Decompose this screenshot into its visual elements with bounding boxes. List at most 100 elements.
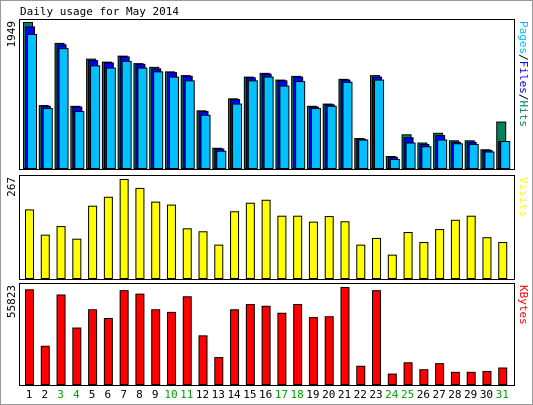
pages-bar xyxy=(121,60,132,169)
legend-entry: Hits xyxy=(517,101,530,128)
day-tick-label: 7 xyxy=(120,388,127,401)
day-tick-label: 2 xyxy=(41,388,48,401)
visits-bar xyxy=(25,209,34,279)
day-tick-label: 31 xyxy=(496,388,509,401)
kbytes-bar xyxy=(482,370,492,386)
kbytes-bar xyxy=(135,293,145,385)
visits-bar xyxy=(182,228,192,279)
visits-bar xyxy=(387,254,397,279)
kbytes-bar xyxy=(40,345,50,386)
kbytes-bar xyxy=(356,365,366,385)
pages-bar xyxy=(184,80,195,169)
pages-bar xyxy=(247,80,258,169)
legend-kbytes: KBytes xyxy=(517,285,530,325)
day-tick-label: 15 xyxy=(243,388,256,401)
kbytes-bar xyxy=(293,304,303,385)
kbytes-bar xyxy=(261,305,271,385)
kbytes-bar xyxy=(419,369,429,385)
pages-bar xyxy=(27,33,37,170)
kbytes-bar xyxy=(450,371,460,385)
day-tick-label: 28 xyxy=(448,388,461,401)
visits-bar xyxy=(277,215,287,280)
kbytes-bar xyxy=(308,317,318,385)
visits-bar xyxy=(435,229,445,280)
visits-bar xyxy=(466,215,476,280)
pages-bar xyxy=(58,48,69,169)
kbytes-bar xyxy=(466,371,476,385)
pages-bar xyxy=(279,85,290,169)
visits-bar xyxy=(103,196,113,280)
pages-bar xyxy=(105,67,116,169)
kbytes-bar xyxy=(435,363,445,385)
visits-bar xyxy=(72,238,82,279)
day-tick-label: 30 xyxy=(480,388,493,401)
kbytes-bar xyxy=(340,287,350,385)
pages-bar xyxy=(310,108,321,169)
kbytes-bar xyxy=(245,304,255,385)
kbytes-bar xyxy=(166,311,176,386)
y-max-label-kbytes: 55823 xyxy=(5,285,18,318)
pages-bar xyxy=(42,108,53,169)
day-tick-label: 5 xyxy=(89,388,96,401)
pages-bar xyxy=(484,151,495,170)
legend-entry: Pages xyxy=(517,21,530,54)
day-tick-label: 11 xyxy=(180,388,193,401)
day-tick-label: 10 xyxy=(164,388,177,401)
day-tick-label: 26 xyxy=(417,388,430,401)
day-tick-label: 8 xyxy=(136,388,143,401)
pages-bar xyxy=(437,139,448,169)
visits-bar xyxy=(324,216,334,280)
visits-bar xyxy=(450,219,460,279)
visits-bar xyxy=(293,215,303,280)
pages-bar xyxy=(153,71,164,169)
kbytes-bar xyxy=(182,296,192,385)
pages-bar xyxy=(421,146,432,169)
pages-bar xyxy=(405,142,416,170)
pages-bar xyxy=(232,103,243,169)
pages-bar xyxy=(168,76,179,169)
pages-bar xyxy=(90,65,101,169)
pages-bar xyxy=(342,81,353,169)
visits-bar xyxy=(245,202,255,279)
visits-bar xyxy=(88,205,98,279)
pages-bar xyxy=(263,76,274,169)
kbytes-bar xyxy=(88,309,98,386)
pages-bar xyxy=(452,143,463,170)
day-tick-label: 4 xyxy=(73,388,80,401)
day-tick-label: 19 xyxy=(306,388,319,401)
pages-bar xyxy=(200,114,211,169)
visits-bar xyxy=(119,179,129,279)
legend-entry: Files xyxy=(517,61,530,94)
visits-bar xyxy=(230,211,240,279)
pages-bar xyxy=(374,79,385,169)
kbytes-bar xyxy=(498,367,508,385)
day-tick-label: 18 xyxy=(291,388,304,401)
kbytes-bar xyxy=(277,312,287,385)
kbytes-bar xyxy=(324,316,334,386)
pages-bar xyxy=(74,111,85,169)
kbytes-bar xyxy=(103,317,113,386)
legend-entry: KBytes xyxy=(517,285,530,325)
visits-bar xyxy=(308,221,318,279)
visits-bar xyxy=(372,237,382,280)
legend-entry: / xyxy=(517,54,530,61)
day-tick-label: 3 xyxy=(57,388,64,401)
visits-bar xyxy=(482,237,492,280)
visits-bar xyxy=(40,234,50,280)
pages-bar xyxy=(500,141,511,169)
kbytes-bar xyxy=(72,327,82,385)
pages-bar xyxy=(389,159,400,169)
visits-bar xyxy=(261,199,271,279)
legend-entry: / xyxy=(517,94,530,101)
day-tick-label: 6 xyxy=(105,388,112,401)
visits-bar xyxy=(403,232,413,280)
pages-bar xyxy=(326,105,337,169)
pages-bar xyxy=(358,139,369,169)
kbytes-bar xyxy=(387,373,397,385)
visits-bar xyxy=(151,201,161,279)
legend-pages-files-hits: Pages/Files/Hits xyxy=(517,21,530,127)
day-tick-label: 14 xyxy=(227,388,241,401)
